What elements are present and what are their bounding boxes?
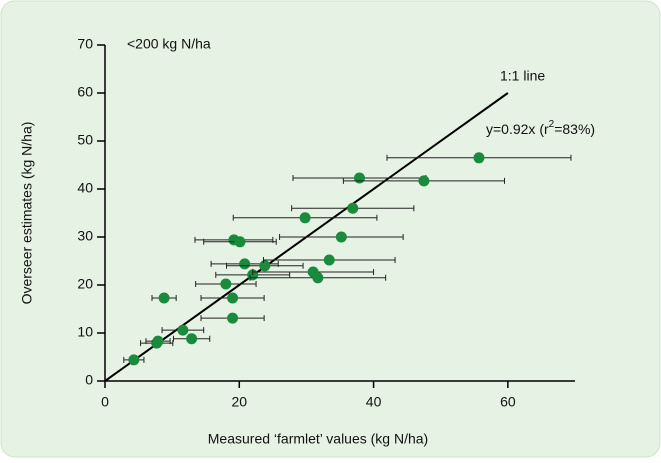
fit-tail: =83%) [554, 121, 595, 137]
point [323, 254, 335, 266]
y-tick-label: 50 [77, 132, 93, 148]
point [259, 260, 271, 272]
y-tick-label: 40 [77, 180, 93, 196]
point [347, 202, 359, 214]
point [335, 231, 347, 243]
point [152, 335, 164, 347]
y-tick-label: 30 [77, 228, 93, 244]
point [177, 324, 189, 336]
point [227, 312, 239, 324]
x-tick-label: 20 [231, 394, 247, 410]
fit-main: y=0.92x (r [486, 121, 549, 137]
fit-sup: 2 [549, 119, 555, 130]
point [239, 258, 251, 270]
point [186, 333, 198, 345]
y-tick-label: 20 [77, 276, 93, 292]
x-tick-label: 0 [101, 394, 109, 410]
y-tick-label: 0 [85, 372, 93, 388]
point [418, 175, 430, 187]
point [473, 152, 485, 164]
point [158, 292, 170, 304]
point [128, 354, 140, 366]
fit-label: y=0.92x (r2=83%) [486, 119, 595, 137]
y-tick-label: 70 [77, 36, 93, 52]
x-axis-label: Measured ‘farmlet’ values (kg N/ha) [208, 431, 428, 447]
point [227, 292, 239, 304]
point [353, 172, 365, 184]
y-tick-label: 60 [77, 84, 93, 100]
point [312, 272, 324, 284]
line-label: 1:1 line [500, 68, 545, 84]
point [299, 212, 311, 224]
annotation: <200 kg N/ha [127, 36, 211, 52]
y-axis-label: Overseer estimates (kg N/ha) [19, 122, 35, 305]
x-tick-label: 40 [366, 394, 382, 410]
y-tick-label: 10 [77, 324, 93, 340]
point [234, 236, 246, 248]
x-tick-label: 60 [500, 394, 516, 410]
point [220, 278, 232, 290]
